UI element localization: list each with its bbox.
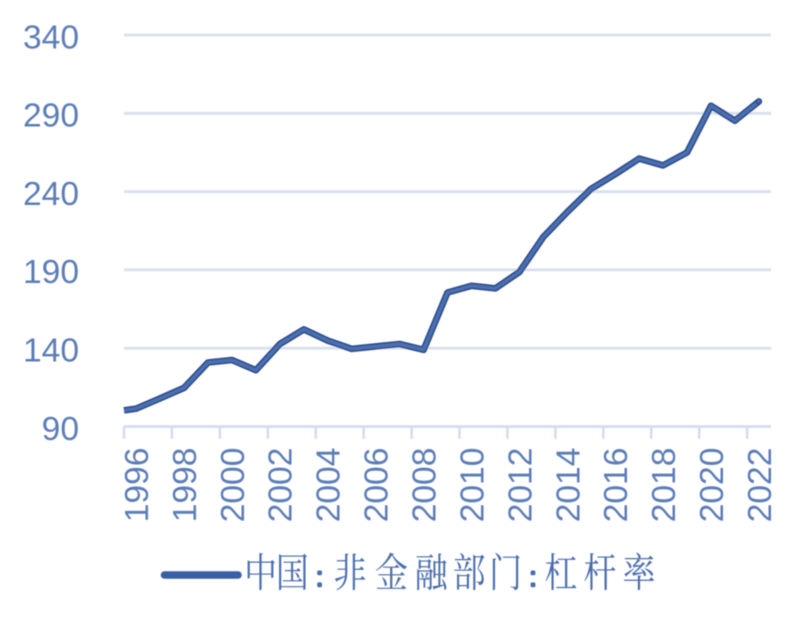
- svg-text:2004: 2004: [311, 448, 348, 523]
- svg-text:2020: 2020: [694, 448, 731, 523]
- svg-text:340: 340: [23, 19, 79, 56]
- svg-text:1996: 1996: [119, 448, 156, 523]
- svg-text:1998: 1998: [167, 448, 204, 523]
- svg-text:140: 140: [23, 332, 79, 369]
- svg-text:2000: 2000: [215, 448, 252, 523]
- svg-text:2012: 2012: [502, 448, 539, 523]
- svg-text:290: 290: [23, 98, 79, 135]
- svg-text:2014: 2014: [550, 448, 587, 523]
- svg-text:190: 190: [23, 254, 79, 291]
- svg-text:2022: 2022: [742, 448, 779, 523]
- svg-text:2010: 2010: [454, 448, 491, 523]
- svg-text:2002: 2002: [263, 448, 300, 523]
- svg-text:2016: 2016: [598, 448, 635, 523]
- svg-text:2008: 2008: [406, 448, 443, 523]
- svg-text:240: 240: [23, 176, 79, 213]
- svg-text:2018: 2018: [646, 448, 683, 523]
- svg-text:90: 90: [42, 411, 79, 448]
- svg-text:2006: 2006: [358, 448, 395, 523]
